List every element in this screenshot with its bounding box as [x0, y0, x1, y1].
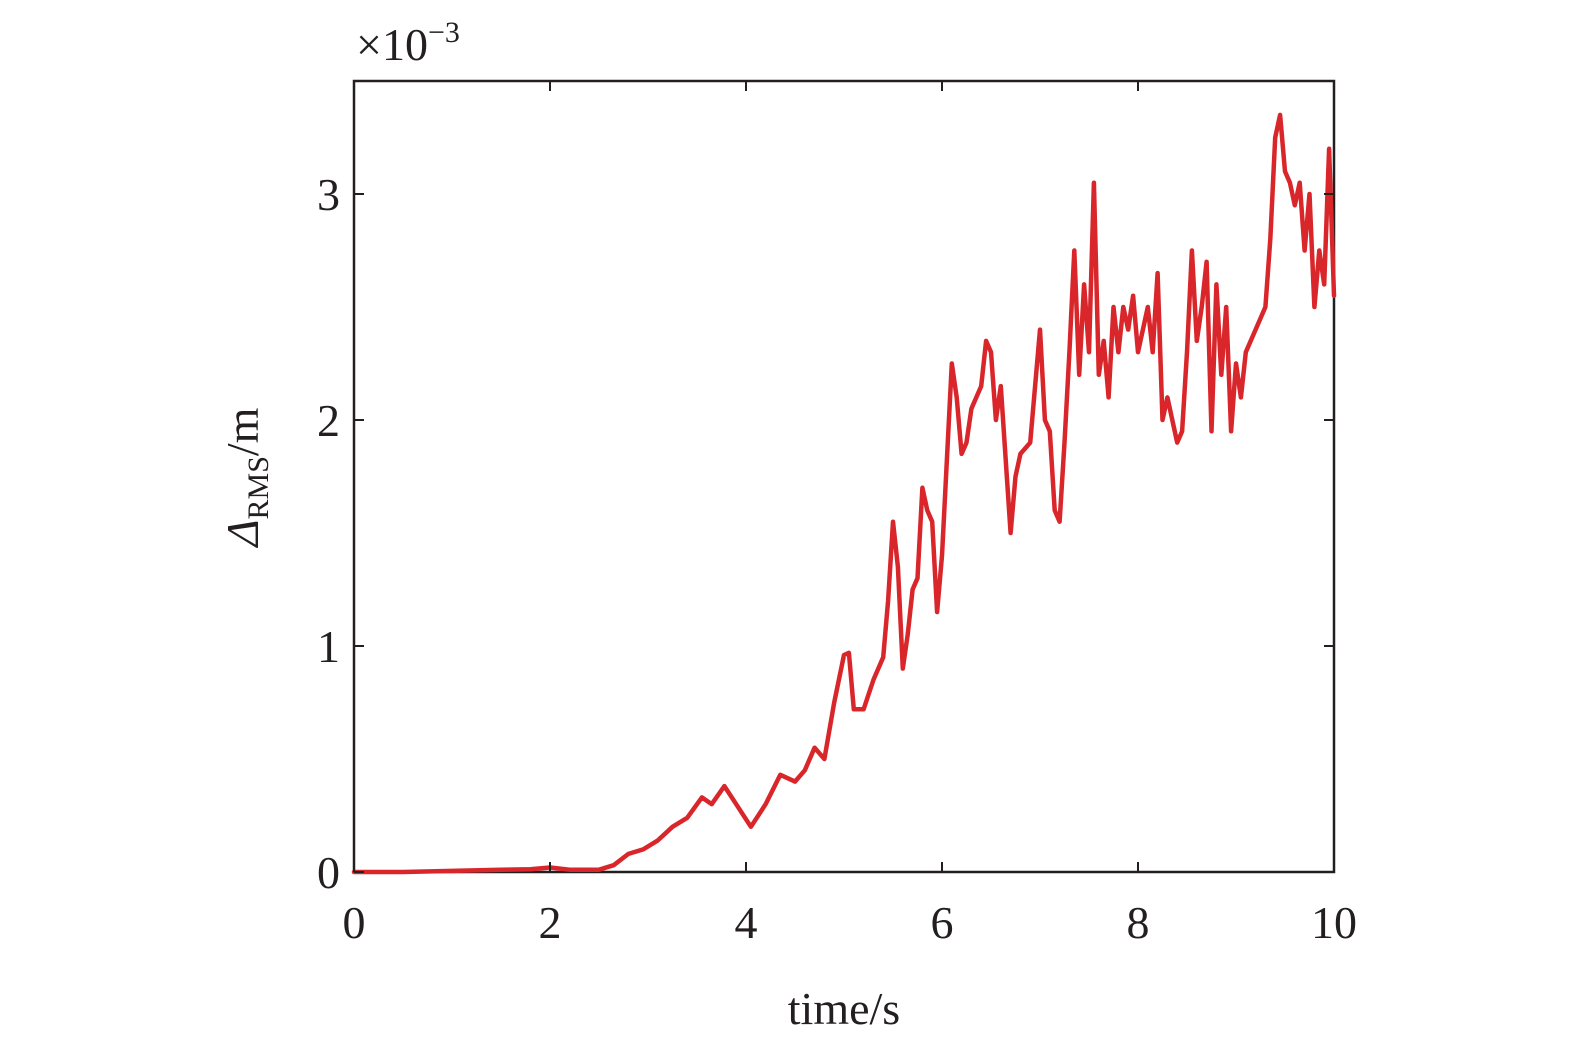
y-tick-label: 0	[317, 847, 340, 898]
y-multiplier-base: ×10	[356, 19, 428, 70]
x-tick-label: 4	[735, 897, 758, 948]
y-tick-label: 1	[317, 621, 340, 672]
y-label-unit: /m	[217, 407, 268, 456]
y-axis: 0 1 2 3	[317, 169, 1334, 898]
y-axis-label: ΔRMS/m	[217, 407, 275, 548]
x-tick-label: 10	[1311, 897, 1357, 948]
plot-frame	[352, 79, 1336, 874]
x-tick-label: 6	[931, 897, 954, 948]
x-axis: 0 2 4 6 8 10	[343, 81, 1357, 948]
y-tick-label: 2	[317, 395, 340, 446]
x-tick-label: 8	[1127, 897, 1150, 948]
series-line-0	[351, 112, 1337, 875]
plot-area	[352, 79, 1336, 874]
x-tick-label: 2	[539, 897, 562, 948]
x-axis-label: time/s	[788, 983, 900, 1034]
y-label-subscript: RMS	[242, 456, 275, 519]
y-axis-multiplier: ×10−3	[356, 16, 460, 70]
y-label-symbol: Δ	[217, 519, 268, 548]
y-tick-label: 3	[317, 169, 340, 220]
x-tick-label: 0	[343, 897, 366, 948]
y-multiplier-exponent: −3	[428, 16, 460, 49]
series-layer	[351, 112, 1337, 875]
